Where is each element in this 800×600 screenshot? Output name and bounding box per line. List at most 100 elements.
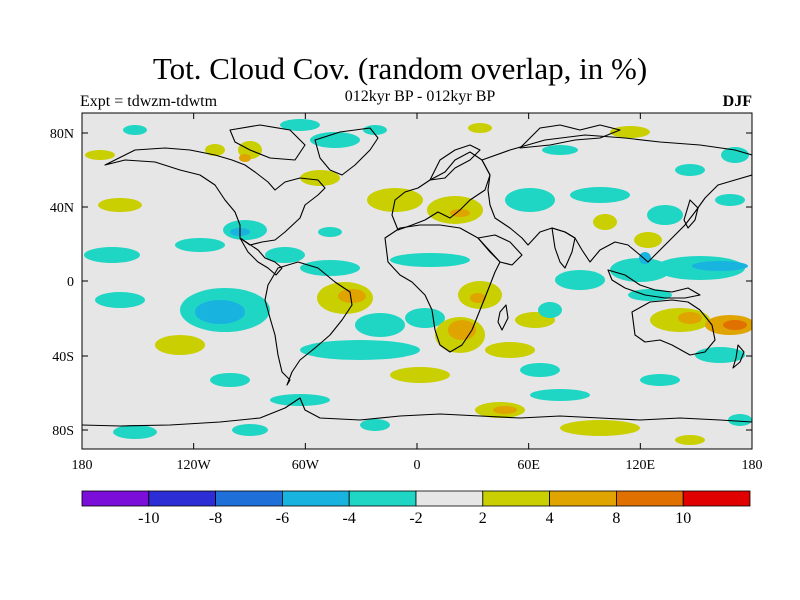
- coast-india: [551, 227, 576, 269]
- lon-tick-label: 120W: [177, 458, 212, 473]
- colorbar-label: -6: [276, 510, 289, 527]
- experiment-label: Expt = tdwzm-tdwtm: [80, 93, 218, 110]
- anomaly-patch: [723, 320, 747, 330]
- colorbar-swatch: [549, 490, 617, 507]
- colorbar-swatch: [616, 490, 684, 507]
- colorbar: -10 -8 -6 -4 -2 2 4 8 10: [81, 490, 751, 527]
- lon-tick-label: 180: [72, 458, 93, 473]
- anomaly-patch: [450, 209, 470, 217]
- anomaly-patch: [85, 150, 115, 160]
- anomaly-patch: [155, 335, 205, 355]
- anomaly-patch: [300, 170, 340, 186]
- anomaly-patch: [647, 205, 683, 225]
- anomaly-patch: [265, 247, 305, 263]
- anomaly-patch: [721, 147, 749, 163]
- colorbar-swatch: [682, 490, 751, 507]
- anomaly-patch: [405, 308, 445, 328]
- colorbar-label: 2: [479, 510, 487, 527]
- lat-tick-label: 80N: [50, 127, 74, 142]
- coast-south-america: [264, 261, 353, 386]
- anomaly-patch: [355, 313, 405, 337]
- anomaly-patch: [360, 419, 390, 431]
- colorbar-label: -10: [138, 510, 159, 527]
- anomaly-patch: [542, 145, 578, 155]
- colorbar-swatch: [148, 490, 217, 507]
- anomaly-patch: [530, 389, 590, 401]
- map-panel: [82, 113, 752, 449]
- anomaly-patch: [675, 164, 705, 176]
- anomaly-patch: [363, 125, 387, 135]
- coast-madagascar: [497, 304, 509, 331]
- anomaly-patch: [338, 289, 366, 303]
- anomaly-patch: [560, 420, 640, 436]
- map-title: Tot. Cloud Cov. (random overlap, in %): [152, 51, 648, 86]
- colorbar-label: 8: [612, 510, 620, 527]
- colorbar-label: 10: [675, 510, 691, 527]
- lat-tick-label: 0: [67, 275, 74, 290]
- anomaly-patch: [175, 238, 225, 252]
- anomaly-patch: [493, 406, 517, 414]
- anomaly-patch: [538, 302, 562, 318]
- anomaly-patch: [728, 414, 752, 426]
- anomaly-patch: [634, 232, 662, 248]
- anomaly-patch: [628, 289, 672, 301]
- anomaly-patch: [692, 261, 748, 271]
- anomaly-patch: [640, 374, 680, 386]
- anomaly-patch: [695, 347, 745, 363]
- coast-arabia: [477, 234, 523, 266]
- map-axes: 180 120W 60W 0 60E 120E 180 80N 40N 0 40S 80S: [50, 113, 763, 473]
- lon-tick-label: 120E: [626, 458, 656, 473]
- colorbar-swatch: [215, 490, 283, 507]
- anomaly-patch: [520, 363, 560, 377]
- colorbar-swatch: [281, 490, 350, 507]
- coast-canadian-arctic: [229, 124, 306, 161]
- anomaly-patch: [390, 253, 470, 267]
- anomaly-patch: [98, 198, 142, 212]
- anomaly-patch: [205, 144, 225, 156]
- anomaly-patch: [195, 300, 245, 324]
- colorbar-swatch: [415, 490, 484, 507]
- coast-indonesia: [607, 269, 701, 299]
- anomaly-patch: [593, 214, 617, 230]
- anomaly-patch: [610, 258, 670, 282]
- anomaly-patch: [232, 424, 268, 436]
- anomaly-patch: [468, 123, 492, 133]
- anomaly-patch: [570, 187, 630, 203]
- anomaly-patch: [485, 342, 535, 358]
- colorbar-swatch: [81, 490, 150, 507]
- colorbar-label: -8: [209, 510, 222, 527]
- anomaly-patch: [280, 119, 320, 131]
- anomaly-patch: [300, 260, 360, 276]
- lon-tick-label: 60W: [292, 458, 320, 473]
- map-subtitle: 012kyr BP - 012kyr BP: [344, 88, 496, 105]
- lon-tick-label: 60E: [517, 458, 540, 473]
- colorbar-label: -2: [409, 510, 422, 527]
- anomaly-patch: [310, 132, 360, 148]
- lat-tick-label: 80S: [52, 424, 74, 439]
- anomaly-patch: [675, 435, 705, 445]
- colorbar-swatch: [348, 490, 417, 507]
- coastlines: [82, 124, 752, 427]
- coast-antarctica: [82, 397, 752, 427]
- colorbar-label: -4: [343, 510, 356, 527]
- anomaly-patch: [123, 125, 147, 135]
- anomaly-patch: [678, 312, 702, 324]
- anomaly-patch: [555, 270, 605, 290]
- coast-scandinavia: [429, 144, 481, 181]
- anomaly-patch: [113, 425, 157, 439]
- anomaly-patch: [470, 293, 486, 303]
- anomaly-patch: [639, 252, 651, 264]
- anomaly-patch: [270, 394, 330, 406]
- anomaly-patch: [239, 154, 251, 162]
- anomaly-patch: [95, 292, 145, 308]
- coast-greenland: [314, 127, 379, 176]
- anomaly-patch: [610, 126, 650, 138]
- coast-new-zealand: [732, 344, 745, 369]
- colorbar-swatch: [482, 490, 550, 507]
- coast-asia: [481, 134, 752, 263]
- coast-arctic-russia: [519, 124, 621, 149]
- anomaly-field: [84, 119, 752, 445]
- anomaly-patch: [505, 188, 555, 212]
- anomaly-patch: [715, 194, 745, 206]
